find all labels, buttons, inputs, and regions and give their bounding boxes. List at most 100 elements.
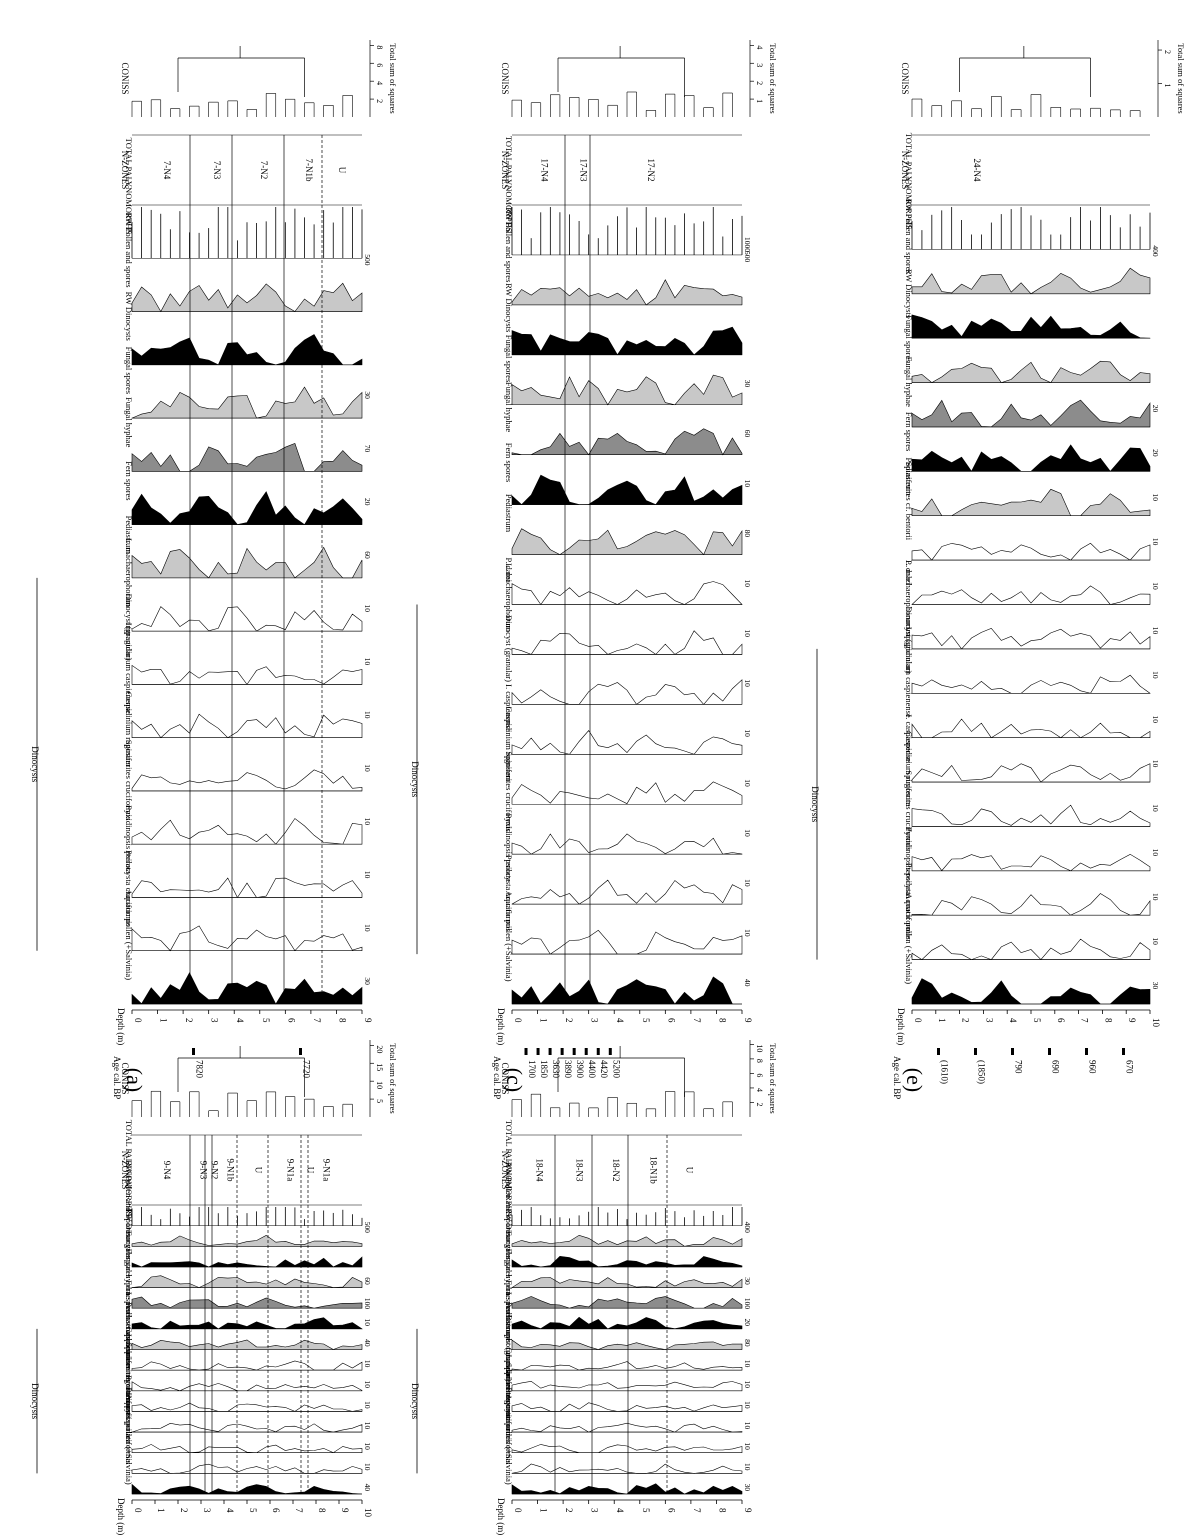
taxon-column: 10 Spiniferites cf. bentorii bbox=[904, 462, 1160, 561]
taxon-curve bbox=[511, 833, 743, 855]
coniss-tick-label: 8 bbox=[755, 1059, 764, 1063]
taxon-column: RW Pollen and Spores bbox=[124, 1160, 363, 1247]
taxon-name: RW Dinocysts bbox=[904, 269, 914, 318]
age-marker bbox=[974, 1048, 977, 1055]
taxon-curve bbox=[131, 877, 363, 899]
coniss-label: CONISS bbox=[500, 62, 510, 94]
age-label: 4420 bbox=[599, 1060, 609, 1079]
taxon-name: Caspidinium rugosum bbox=[904, 731, 914, 807]
taxon-name: Fungal hyphae bbox=[504, 1249, 514, 1300]
age-marker bbox=[548, 1048, 552, 1055]
zones-header: N-ZONES bbox=[500, 151, 510, 190]
taxon-curve bbox=[131, 491, 363, 526]
taxon-curve bbox=[511, 1255, 743, 1268]
taxon-column: RW Dinocysts bbox=[504, 283, 743, 356]
panel-letter: (c) bbox=[502, 1068, 527, 1092]
column-scale-label: 10 bbox=[363, 605, 372, 613]
depth-tick-label: 8 bbox=[717, 1508, 727, 1513]
age-marker bbox=[937, 1048, 940, 1055]
taxon-curve bbox=[511, 1483, 743, 1495]
zone-label: 18-N2 bbox=[611, 1159, 621, 1182]
column-scale-label: 10 bbox=[1151, 715, 1160, 723]
taxon-name: Spiniferites cruciformis bbox=[124, 1342, 134, 1423]
taxon-curve bbox=[911, 360, 1151, 383]
depth-tick-label: 7 bbox=[312, 1018, 322, 1023]
column-scale-label: 10 bbox=[363, 1360, 372, 1368]
column-scale-label: 20 bbox=[1151, 449, 1160, 457]
taxon-name: Pterocysta cruciformis bbox=[504, 1387, 514, 1464]
taxon-column: RW Dinocysts bbox=[124, 1208, 363, 1268]
taxon-column: 60 Fungal hyphae bbox=[504, 382, 752, 456]
taxon-name: Aquatic pollen (+Salvinia) bbox=[124, 889, 134, 980]
depth-tick-label: 9 bbox=[363, 1018, 373, 1023]
zone-label: 7-N1b bbox=[304, 159, 314, 182]
taxon-column: 10 L. machaerophorum bbox=[124, 538, 372, 632]
column-scale-label: 10 bbox=[743, 1380, 752, 1388]
age-label: 7720 bbox=[302, 1060, 312, 1079]
column-scale-label: 10 bbox=[743, 829, 752, 837]
taxon-curve bbox=[511, 374, 743, 406]
taxon-curve bbox=[511, 1444, 743, 1454]
age-marker bbox=[1122, 1048, 1125, 1055]
taxon-name: P. dalei bbox=[904, 560, 914, 585]
zones-header: N-ZONES bbox=[500, 1151, 510, 1190]
age-marker bbox=[192, 1048, 195, 1055]
depth-tick-label: 8 bbox=[337, 1018, 347, 1023]
age-label: 670 bbox=[1125, 1060, 1135, 1074]
total-tick-label: 1000 bbox=[743, 237, 752, 252]
taxon-column: 10 Pediastrum bbox=[904, 457, 1160, 517]
taxon-curve bbox=[131, 443, 363, 472]
taxon-column: TOTAL PALYNOMORPHS bbox=[504, 136, 743, 256]
taxon-curve bbox=[511, 1402, 743, 1412]
column-scale-label: 10 bbox=[743, 729, 752, 737]
depth-tick-label: 1 bbox=[159, 1018, 169, 1023]
taxon-curve bbox=[511, 326, 743, 356]
column-scale-label: 60 bbox=[363, 551, 372, 559]
taxon-name: I. caspienense bbox=[904, 714, 914, 762]
depth-tick-label: 7 bbox=[1080, 1018, 1090, 1023]
taxon-curve bbox=[131, 1234, 363, 1247]
taxon-name: Spiniferites cruciformis bbox=[904, 770, 914, 851]
depth-tick-label: 3 bbox=[210, 1018, 220, 1023]
taxon-curve bbox=[131, 546, 363, 579]
taxon-curve bbox=[911, 763, 1151, 783]
taxon-name: Spiniferites cruciformis bbox=[504, 1363, 514, 1444]
coniss-dendrogram bbox=[511, 1046, 733, 1117]
taxon-name: Pterocysta cruciformis bbox=[124, 850, 134, 927]
total-tick-label: 500 bbox=[363, 1222, 372, 1234]
zones-header: N-ZONES bbox=[900, 151, 910, 190]
taxon-curve bbox=[131, 1296, 363, 1309]
age-label: 690 bbox=[1051, 1060, 1061, 1074]
age-label: 1700 bbox=[527, 1060, 537, 1079]
taxon-name: Fungal hyphae bbox=[124, 1249, 134, 1300]
taxon-curve bbox=[131, 769, 363, 792]
total-tick-label: 400 bbox=[743, 1222, 752, 1234]
age-marker bbox=[560, 1048, 564, 1055]
taxon-column: 10 Impagidinium caspienense bbox=[124, 623, 372, 739]
coniss-tick-label: 2 bbox=[1163, 50, 1172, 54]
taxon-curve bbox=[911, 804, 1151, 827]
taxon-curve bbox=[511, 581, 743, 606]
taxon-curve bbox=[511, 428, 743, 456]
taxon-name: Caspidinium rugosum bbox=[504, 1347, 514, 1423]
taxon-column: 10 Caspidinium rugosum bbox=[904, 731, 1160, 827]
zone-label: 17-N2 bbox=[646, 159, 656, 182]
taxon-name: I. caspienense bbox=[504, 1354, 514, 1402]
taxon-name: RW Dinocysts bbox=[504, 283, 514, 332]
taxon-name: Fungal hyphae bbox=[904, 357, 914, 408]
taxon-curve bbox=[911, 938, 1151, 961]
taxon-column: 100 Fungal hyphae bbox=[504, 1249, 752, 1310]
taxon-curve bbox=[131, 1463, 363, 1474]
taxon-curve bbox=[131, 664, 363, 685]
column-scale-label: 10 bbox=[1151, 893, 1160, 901]
depth-tick-label: 4 bbox=[225, 1508, 235, 1513]
taxon-name: Spiniferites cf. bentorii bbox=[904, 462, 914, 541]
depth-tick-label: 8 bbox=[717, 1018, 727, 1023]
taxon-curve bbox=[511, 729, 743, 755]
column-scale-label: 30 bbox=[743, 1484, 752, 1492]
column-scale-label: 10 bbox=[363, 658, 372, 666]
taxon-name: Pediastrum bbox=[124, 516, 134, 555]
depth-tick-label: 3 bbox=[590, 1018, 600, 1023]
